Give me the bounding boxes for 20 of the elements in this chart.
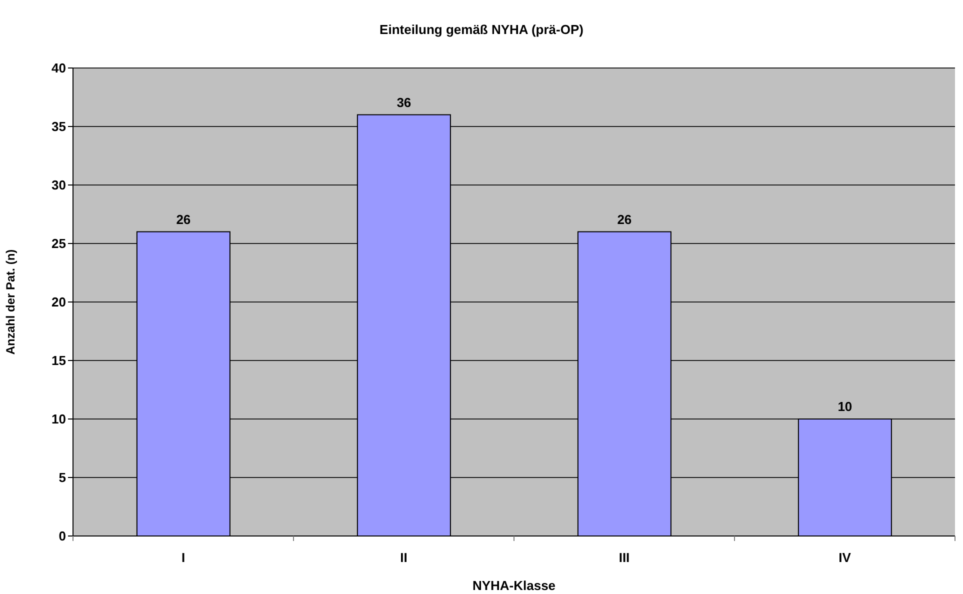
y-tick-label: 25: [52, 236, 66, 252]
chart-title: Einteilung gemäß NYHA (prä-OP): [380, 22, 584, 37]
y-tick-label: 40: [52, 60, 66, 76]
data-label: 26: [617, 212, 632, 227]
y-tick-label: 0: [58, 528, 66, 544]
x-axis-title: NYHA-Klasse: [472, 578, 556, 593]
y-tick-label: 20: [52, 294, 66, 310]
y-tick-label: 35: [52, 119, 66, 134]
y-tick-label: 15: [52, 353, 66, 368]
x-tick-label: I: [181, 550, 186, 565]
y-tick-label: 10: [52, 412, 66, 427]
y-tick-label: 5: [58, 470, 66, 486]
data-label: 10: [838, 399, 852, 414]
y-tick-label: 30: [52, 178, 66, 193]
y-axis-title: Anzahl der Pat. (n): [3, 249, 18, 355]
x-tick-label: IV: [838, 550, 852, 565]
x-tick-label: III: [618, 550, 630, 565]
x-tick-label: II: [400, 550, 408, 565]
data-label: 26: [176, 212, 191, 227]
data-label: 36: [396, 94, 412, 110]
